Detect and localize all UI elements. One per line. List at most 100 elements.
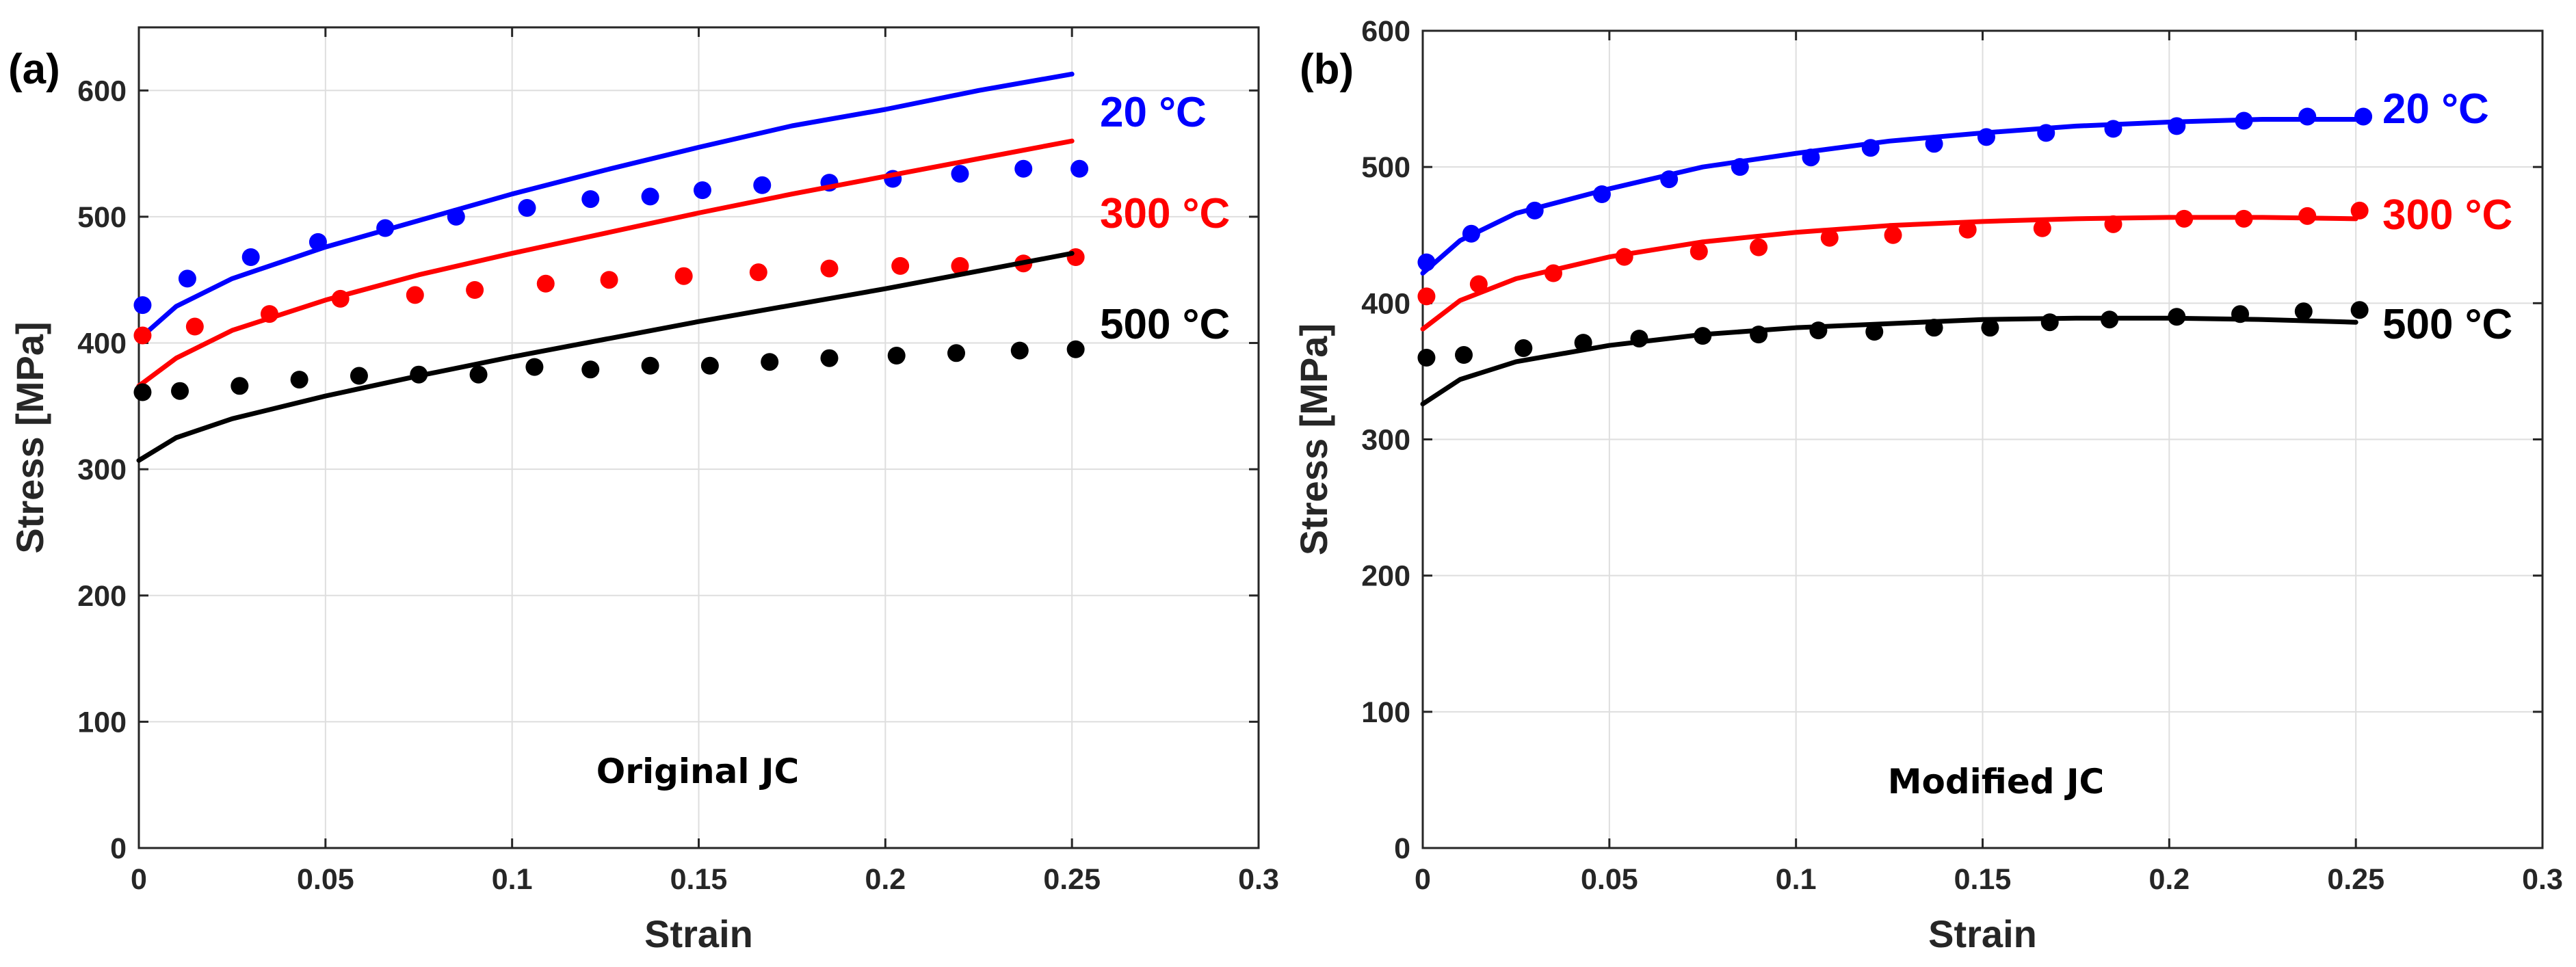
data-point (1462, 224, 1480, 243)
data-point (1544, 264, 1562, 282)
data-point (525, 358, 544, 376)
data-point (1690, 242, 1708, 261)
y-tick-label: 600 (1361, 15, 1410, 48)
data-point (1417, 287, 1436, 306)
data-point (1417, 349, 1436, 367)
data-point (2168, 117, 2186, 135)
x-axis: 0 0.05 0.1 0.15 0.2 0.25 0.3 (131, 27, 1279, 896)
data-point (1615, 248, 1633, 266)
data-point (178, 269, 196, 288)
data-point (891, 256, 910, 275)
data-point (410, 365, 428, 384)
grid (139, 27, 1259, 848)
data-point (2033, 219, 2051, 237)
data-point (1694, 327, 1712, 345)
x-tick-label: 0.15 (670, 863, 728, 896)
y-tick-label: 300 (1361, 424, 1410, 457)
data-point (947, 344, 966, 362)
data-point (2168, 308, 2186, 326)
data-point (1525, 201, 1544, 220)
x-tick-label: 0.2 (865, 863, 906, 896)
data-point (231, 377, 249, 395)
y-tick-label: 100 (1361, 696, 1410, 729)
data-point (241, 248, 260, 266)
series-300C: 300 °C (133, 138, 1230, 388)
data-point (693, 181, 711, 200)
data-point (1070, 159, 1089, 178)
data-point (171, 382, 189, 400)
x-tick-label: 0.1 (1776, 863, 1817, 896)
data-point (2175, 209, 2194, 228)
data-point (887, 347, 906, 365)
y-axis-title: Stress [MPa] (8, 321, 51, 553)
data-point (1630, 330, 1648, 348)
y-tick-label: 200 (77, 580, 127, 613)
data-point (2350, 301, 2369, 319)
data-point (518, 199, 536, 217)
x-tick-label: 0 (1415, 863, 1431, 896)
data-point (133, 383, 152, 401)
data-point (1660, 170, 1679, 189)
y-axis-title: Stress [MPa] (1292, 323, 1335, 555)
series-300C: 300 °C (1417, 191, 2512, 332)
model-curve (136, 71, 1075, 342)
legend-label: 300 °C (2382, 191, 2512, 239)
model-annotation: Original JC (596, 752, 799, 791)
y-axis: 0 100 200 300 400 500 600 (1361, 15, 2542, 865)
data-point (331, 289, 350, 308)
data-point (951, 165, 969, 183)
data-point (1958, 220, 1977, 239)
data-point (1750, 238, 1768, 256)
legend-label: 500 °C (1100, 301, 1230, 348)
x-tick-label: 0.3 (2522, 863, 2563, 896)
data-point (1066, 248, 1085, 266)
data-point (466, 281, 484, 299)
y-tick-label: 200 (1361, 560, 1410, 593)
data-point (1865, 323, 1884, 341)
data-point (600, 271, 618, 289)
data-point (185, 317, 204, 336)
model-annotation: Modified JC (1888, 762, 2105, 802)
data-point (2298, 107, 2317, 126)
data-point (1514, 339, 1533, 358)
data-point (406, 286, 424, 304)
x-axis-title: Strain (1928, 912, 2037, 955)
data-point (749, 263, 767, 282)
data-point (1884, 226, 1902, 244)
y-tick-label: 500 (1361, 151, 1410, 184)
data-point (2104, 215, 2122, 233)
y-tick-label: 100 (77, 706, 127, 739)
data-point (1861, 139, 1880, 157)
series-500C: 500 °C (133, 250, 1230, 463)
data-point (290, 371, 308, 389)
data-point (641, 187, 659, 206)
data-point (2354, 107, 2373, 126)
y-tick-label: 300 (77, 453, 127, 486)
data-point (1731, 158, 1749, 176)
data-point (350, 367, 368, 385)
data-point (447, 207, 465, 226)
data-point (2037, 124, 2055, 142)
panel-label: (b) (1300, 46, 1354, 93)
data-point (133, 296, 152, 315)
x-tick-label: 0.05 (1581, 863, 1638, 896)
x-axis-title: Strain (644, 912, 753, 955)
data-point (1417, 253, 1436, 271)
legend-label: 300 °C (1100, 190, 1230, 237)
x-tick-label: 0.25 (1043, 863, 1101, 896)
data-point (753, 176, 772, 194)
data-point (674, 267, 693, 285)
data-point (2350, 201, 2369, 220)
data-point (1014, 159, 1033, 178)
data-point (1802, 148, 1820, 167)
data-point (1010, 341, 1029, 360)
y-tick-label: 0 (110, 832, 127, 865)
x-tick-label: 0.15 (1954, 863, 2012, 896)
data-point (2298, 207, 2317, 225)
data-point (2104, 120, 2122, 138)
data-point (376, 219, 395, 237)
legend-label: 20 °C (2382, 85, 2489, 133)
panel-a: 0 0.05 0.1 0.15 0.2 0.25 0.3 0 100 200 300 400 500 60… (8, 26, 1279, 955)
data-point (1574, 334, 1592, 352)
x-tick-label: 0.05 (297, 863, 354, 896)
